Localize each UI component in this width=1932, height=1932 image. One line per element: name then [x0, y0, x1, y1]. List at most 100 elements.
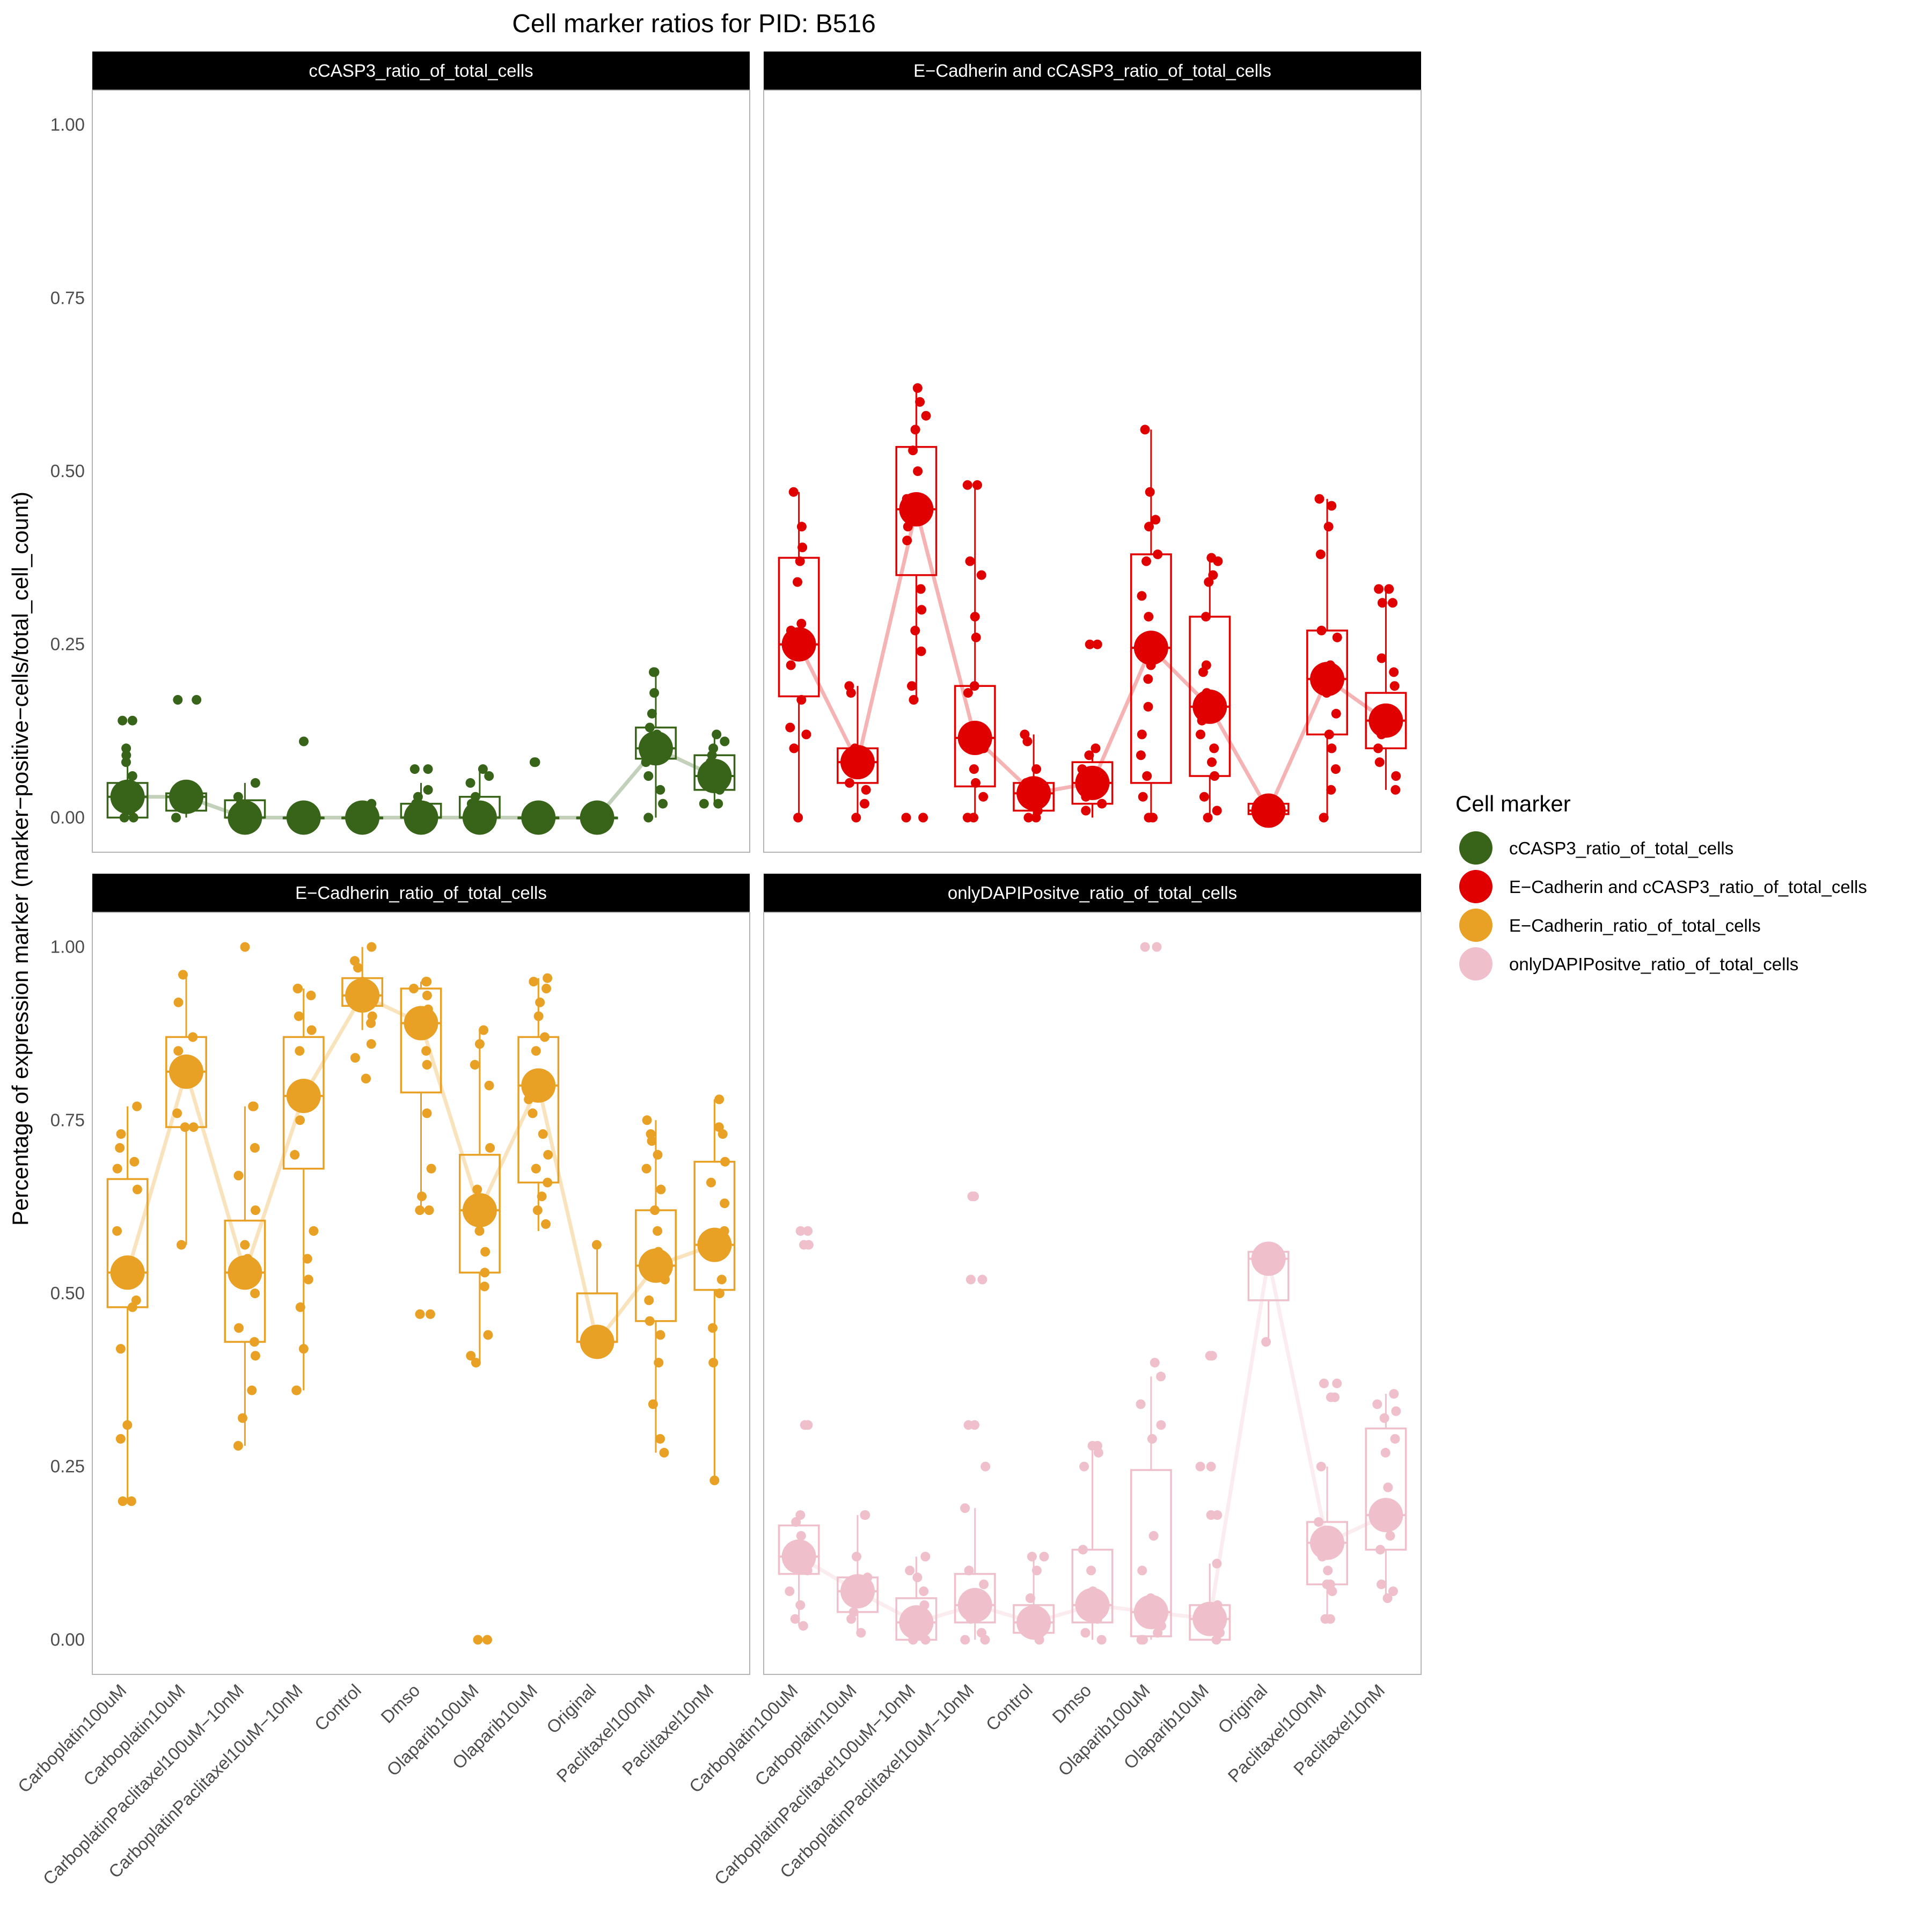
median-marker [1192, 1601, 1227, 1636]
data-point [647, 708, 657, 719]
data-point [471, 1358, 481, 1368]
data-point [659, 1447, 669, 1458]
data-point [295, 1115, 305, 1125]
data-point [482, 1635, 492, 1645]
data-point [919, 1586, 929, 1597]
data-point [422, 990, 432, 1000]
data-point [422, 977, 432, 987]
data-point [132, 1184, 142, 1195]
y-tick-label: 1.00 [50, 115, 85, 135]
data-point [188, 1122, 199, 1132]
data-point [1081, 806, 1091, 816]
data-point [247, 1385, 257, 1395]
data-point [655, 1434, 665, 1444]
median-marker [697, 759, 732, 793]
data-point [479, 1282, 489, 1292]
data-point [1332, 632, 1342, 642]
data-point [1148, 1531, 1159, 1541]
data-point [1031, 1565, 1042, 1576]
data-point [474, 1039, 485, 1049]
data-point [1326, 1392, 1336, 1402]
y-tick-label: 1.00 [50, 937, 85, 957]
box [458, 1154, 501, 1274]
data-point [1198, 667, 1208, 677]
data-point [803, 1226, 813, 1236]
data-point [1147, 1434, 1157, 1444]
data-point [533, 1011, 544, 1021]
data-point [964, 1565, 974, 1576]
data-point [1137, 591, 1147, 601]
data-point [1097, 799, 1107, 809]
data-point [796, 695, 807, 705]
data-point [127, 1302, 137, 1312]
data-point [528, 1108, 538, 1118]
data-point [484, 771, 494, 781]
data-point [714, 1094, 724, 1104]
data-point [1206, 1461, 1216, 1472]
data-point [910, 625, 920, 635]
facet-strip [92, 52, 750, 90]
legend-title: Cell marker [1455, 791, 1571, 816]
data-point [361, 1073, 371, 1084]
data-point [1327, 1586, 1337, 1597]
legend-key [1459, 909, 1492, 942]
panel-border [763, 90, 1422, 853]
data-point [1078, 1545, 1088, 1555]
data-point [248, 1101, 258, 1111]
data-point [916, 584, 926, 594]
data-point [785, 1586, 795, 1597]
median-marker [957, 1587, 992, 1622]
median-marker [1133, 1594, 1168, 1629]
data-point [112, 1226, 122, 1236]
data-point [417, 1191, 427, 1202]
data-point [718, 1129, 728, 1139]
legend-key [1459, 831, 1492, 865]
facet-strip [764, 52, 1421, 90]
data-point [1330, 764, 1341, 774]
data-point [1388, 598, 1397, 608]
median-marker [1368, 1498, 1403, 1533]
data-point [238, 1413, 247, 1423]
median-marker [1192, 689, 1227, 724]
median-marker [1368, 703, 1403, 738]
data-point [653, 1226, 663, 1236]
data-point [172, 1108, 182, 1118]
data-point [1153, 549, 1163, 559]
data-point [650, 1205, 660, 1216]
data-point [303, 1275, 313, 1285]
data-point [240, 942, 250, 952]
data-point [795, 1510, 806, 1520]
data-point [1319, 813, 1329, 823]
data-point [1144, 522, 1154, 532]
data-point [465, 778, 475, 788]
data-point [240, 1240, 250, 1250]
data-point [1211, 1635, 1221, 1645]
legend-label: E−Cadherin_ratio_of_total_cells [1509, 916, 1761, 935]
data-point [861, 785, 871, 795]
box [517, 1036, 560, 1184]
data-point [250, 1351, 260, 1361]
data-point [408, 984, 419, 993]
data-point [1331, 708, 1341, 719]
panel-border [92, 90, 750, 853]
data-point [483, 1330, 493, 1340]
panel-border [92, 912, 750, 1675]
data-point [643, 813, 654, 823]
data-point [421, 1046, 431, 1056]
data-point [423, 764, 433, 774]
median-marker [1251, 793, 1286, 828]
data-point [1319, 1378, 1329, 1388]
box [1130, 1469, 1172, 1637]
data-point [233, 1441, 243, 1451]
data-point [1324, 729, 1334, 740]
data-point [960, 1503, 970, 1513]
data-point [709, 1475, 720, 1485]
median-marker [580, 800, 614, 835]
data-point [1210, 771, 1220, 781]
data-point [473, 1635, 483, 1645]
data-point [901, 813, 911, 823]
data-point [851, 813, 861, 823]
data-point [795, 1226, 806, 1236]
data-point [803, 1240, 814, 1250]
